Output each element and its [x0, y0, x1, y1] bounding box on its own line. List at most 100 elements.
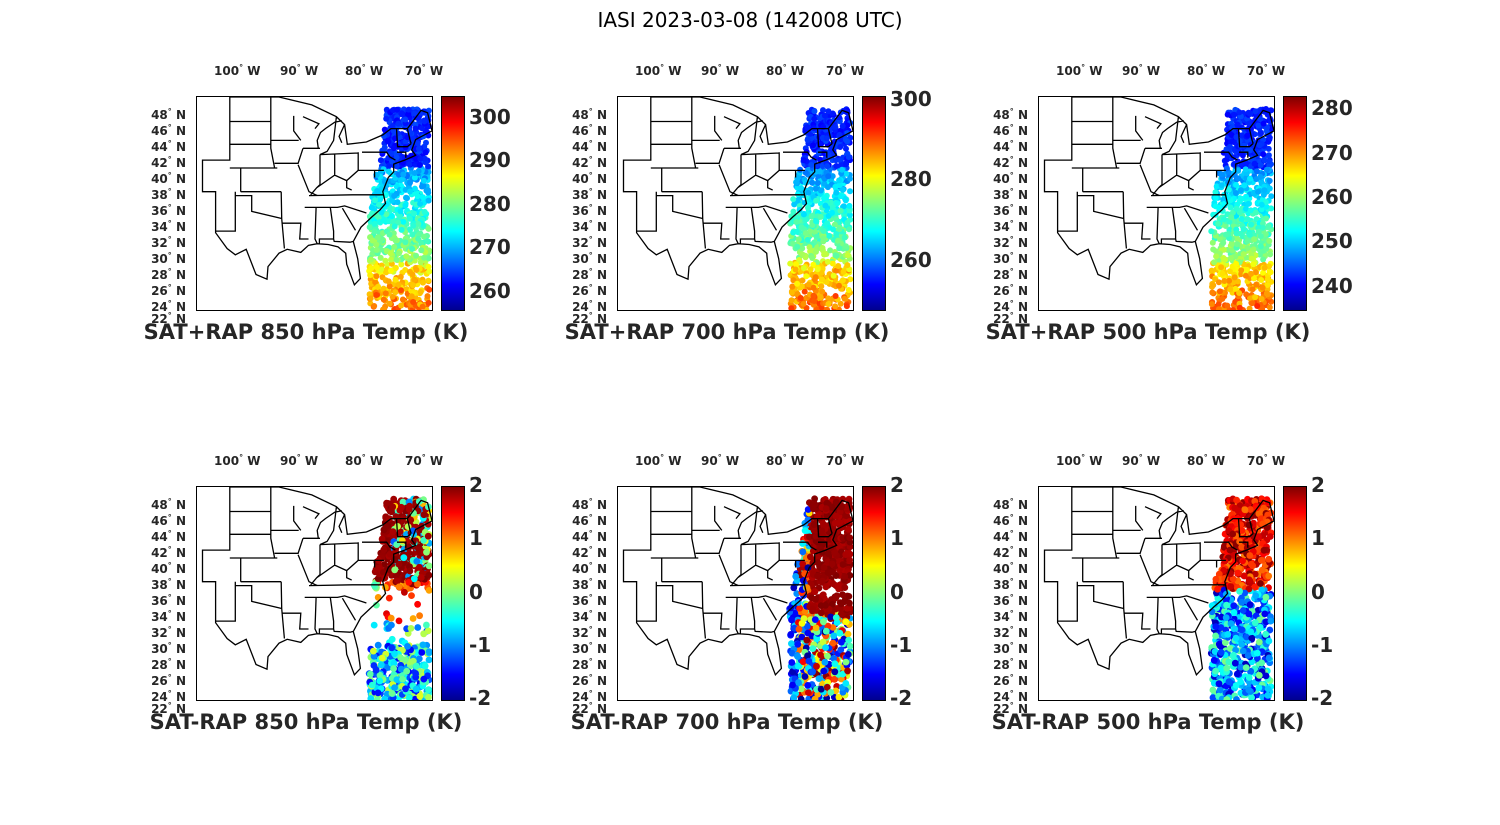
- swath-point: [382, 257, 389, 264]
- swath-point: [831, 549, 839, 557]
- lat-tick-label: 28° N: [136, 657, 186, 672]
- swath-point: [378, 535, 386, 543]
- degree-symbol: °: [588, 219, 593, 228]
- lat-value: 22: [572, 312, 589, 327]
- lat-value: 28: [993, 658, 1010, 672]
- swath-point: [403, 253, 410, 260]
- swath-point: [396, 213, 403, 220]
- swath-point: [405, 579, 413, 586]
- swath-point: [820, 228, 827, 234]
- lat-tick-label: 46° N: [557, 513, 607, 528]
- swath-point: [833, 230, 840, 237]
- lat-hem: N: [1017, 156, 1028, 170]
- lon-hem: W: [1089, 64, 1103, 78]
- swath-point: [803, 273, 810, 280]
- lat-value: 28: [993, 268, 1010, 282]
- lon-value: 90: [280, 64, 297, 78]
- degree-symbol: °: [588, 641, 593, 650]
- swath-point: [1225, 186, 1232, 193]
- swath-point: [1231, 111, 1238, 118]
- swath-point: [829, 260, 836, 267]
- swath-point: [398, 261, 405, 268]
- lat-hem: N: [1017, 140, 1028, 154]
- swath-point: [1229, 125, 1236, 131]
- degree-symbol: °: [588, 251, 593, 260]
- swath-point: [832, 594, 840, 602]
- colorbar-tick-label: 2: [469, 473, 483, 497]
- colorbar-tick-label: 280: [1311, 96, 1353, 121]
- swath-point: [1243, 193, 1249, 200]
- state-boundaries: [1043, 97, 1274, 287]
- swath-point: [822, 601, 829, 609]
- swath-point: [1244, 216, 1251, 223]
- lon-tick-label: 90° W: [280, 453, 319, 468]
- lat-hem: N: [175, 220, 186, 234]
- lat-tick-label: 34° N: [136, 609, 186, 624]
- swath-point: [394, 106, 401, 113]
- lat-value: 36: [572, 594, 589, 608]
- swath-point: [380, 296, 387, 303]
- swath-point: [1244, 245, 1251, 252]
- lon-value: 70: [405, 64, 422, 78]
- swath-point: [817, 294, 824, 301]
- lat-value: 30: [151, 252, 168, 266]
- swath-point: [406, 567, 414, 575]
- degree-symbol: °: [1009, 299, 1014, 308]
- lat-tick-label: 28° N: [557, 657, 607, 672]
- swath-point: [382, 524, 390, 531]
- degree-symbol: °: [1009, 577, 1014, 586]
- swath-point: [833, 252, 840, 259]
- degree-symbol: °: [782, 63, 787, 72]
- swath-point: [831, 675, 838, 683]
- swath-point: [793, 179, 800, 186]
- lat-hem: N: [1017, 312, 1028, 327]
- lon-hem: W: [304, 454, 319, 468]
- lat-value: 40: [993, 172, 1010, 186]
- swath-point: [838, 503, 845, 511]
- lat-hem: N: [596, 530, 607, 544]
- swath-point: [407, 227, 413, 233]
- swath-point: [1243, 160, 1249, 167]
- swath-point: [797, 695, 805, 700]
- lon-tick-label: 80° W: [766, 453, 804, 468]
- swath-point: [821, 194, 828, 201]
- swath-point: [836, 629, 844, 637]
- swath-point: [420, 194, 426, 201]
- swath-point: [1248, 270, 1255, 277]
- swath-point: [819, 539, 827, 547]
- swath-point: [1265, 223, 1272, 229]
- swath-point: [841, 584, 849, 591]
- lon-tick-label: 70° W: [826, 453, 864, 468]
- lat-value: 34: [993, 610, 1010, 624]
- lat-hem: N: [596, 156, 607, 170]
- degree-symbol: °: [1009, 123, 1014, 132]
- degree-symbol: °: [1009, 203, 1014, 212]
- swath-point: [389, 293, 396, 300]
- swath-point: [1227, 286, 1234, 293]
- swath-point: [1218, 264, 1225, 271]
- swath-point: [814, 538, 822, 546]
- lat-tick-label: 38° N: [978, 577, 1028, 592]
- lat-value: 26: [151, 674, 168, 688]
- lat-hem: N: [596, 300, 607, 314]
- swath-point: [812, 274, 819, 281]
- swath-point: [421, 254, 428, 261]
- lat-tick-label: 44° N: [557, 529, 607, 544]
- map-svg: [201, 97, 432, 310]
- lat-tick-label: 30° N: [557, 251, 607, 266]
- degree-symbol: °: [167, 529, 172, 538]
- swath-point: [823, 499, 831, 507]
- swath-point: [425, 263, 432, 270]
- lat-value: 24: [572, 300, 589, 314]
- lat-tick-label: 22° N: [136, 311, 186, 326]
- swath-point: [1264, 282, 1271, 288]
- swath-point: [846, 175, 853, 182]
- degree-symbol: °: [167, 609, 172, 618]
- degree-symbol: °: [1009, 251, 1014, 260]
- swath-point: [795, 236, 802, 243]
- swath-point: [845, 636, 853, 644]
- swath-point: [400, 218, 407, 225]
- lon-value: 100: [214, 454, 240, 468]
- lat-hem: N: [1017, 594, 1028, 608]
- swath-point: [395, 583, 403, 591]
